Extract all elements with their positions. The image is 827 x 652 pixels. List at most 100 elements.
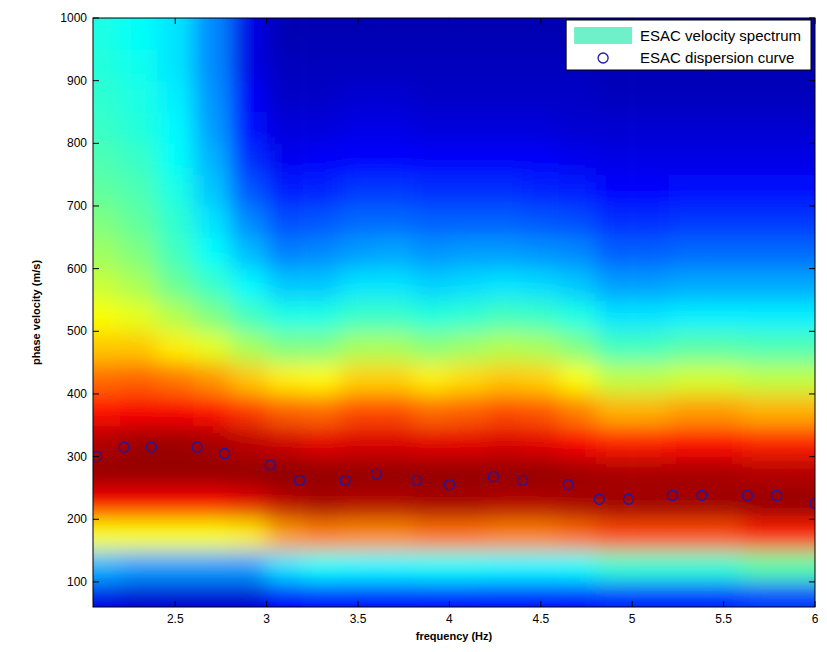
spectrum-cell (523, 237, 560, 269)
x-tick (540, 601, 541, 607)
spectrum-cell (559, 582, 596, 607)
spectrum-cell (632, 175, 669, 207)
spectrum-cell (340, 18, 377, 50)
x-tick-label: 5 (629, 612, 636, 626)
dispersion-point (265, 460, 275, 470)
spectrum-cell (449, 488, 486, 520)
spectrum-cell (778, 331, 815, 363)
spectrum-cell (157, 175, 194, 207)
spectrum-cell (376, 175, 413, 207)
spectrum-cell (303, 300, 340, 332)
spectrum-cell (157, 81, 194, 113)
y-tick (93, 456, 99, 457)
spectrum-cell (413, 175, 450, 207)
spectrum-cell (413, 582, 450, 607)
spectrum-cell (486, 300, 523, 332)
spectrum-cell (340, 488, 377, 520)
spectrum-cell (120, 143, 157, 175)
spectrum-cell (120, 206, 157, 238)
spectrum-cell (157, 112, 194, 144)
spectrum-cell (340, 425, 377, 457)
spectrum-cell (194, 81, 231, 113)
spectrum-cell (303, 112, 340, 144)
dispersion-point (93, 452, 102, 462)
spectrum-cell (157, 488, 194, 520)
spectrum-cell (120, 519, 157, 551)
spectrum-cell (632, 519, 669, 551)
spectrum-cell (742, 143, 779, 175)
spectrum-cell (376, 300, 413, 332)
spectrum-cell (596, 582, 633, 607)
spectrum-cell (669, 582, 706, 607)
spectrum-cell (632, 457, 669, 489)
spectrum-cell (449, 143, 486, 175)
spectrum-cell (449, 81, 486, 113)
y-tick-label: 100 (67, 575, 87, 589)
spectrum-cell (669, 81, 706, 113)
spectrum-cell (742, 457, 779, 489)
spectrum-cell (376, 269, 413, 301)
spectrum-cell (413, 112, 450, 144)
spectrum-cell (120, 49, 157, 81)
spectrum-cell (303, 49, 340, 81)
spectrum-cell (559, 488, 596, 520)
spectrum-cell (523, 488, 560, 520)
spectrum-cell (194, 18, 231, 50)
spectrum-cell (413, 425, 450, 457)
spectrum-cell (669, 425, 706, 457)
y-tick (93, 80, 99, 81)
spectrum-cell (413, 488, 450, 520)
spectrum-cell (340, 551, 377, 583)
spectrum-cell (778, 237, 815, 269)
spectrum-cell (596, 363, 633, 395)
spectrum-cell (596, 175, 633, 207)
spectrum-cell (669, 175, 706, 207)
spectrum-cell (705, 582, 742, 607)
spectrum-cell (449, 457, 486, 489)
spectrum-cell (486, 425, 523, 457)
spectrum-cell (267, 81, 304, 113)
spectrum-cell (449, 519, 486, 551)
dispersion-point (594, 494, 604, 504)
spectrum-cell (303, 582, 340, 607)
spectrum-cell (303, 519, 340, 551)
spectrum-cell (523, 81, 560, 113)
spectrum-cell (486, 519, 523, 551)
dispersion-point (119, 442, 129, 452)
y-tick (93, 143, 99, 144)
spectrum-cell (157, 331, 194, 363)
spectrum-cell (120, 300, 157, 332)
y-tick-label: 600 (67, 262, 87, 276)
spectrum-cell (523, 206, 560, 238)
spectrum-cell (486, 331, 523, 363)
spectrum-cell (742, 551, 779, 583)
spectrum-cell (93, 300, 121, 332)
spectrum-cell (632, 363, 669, 395)
spectrum-cell (778, 488, 815, 520)
spectrum-cell (157, 300, 194, 332)
spectrum-cell (778, 519, 815, 551)
dispersion-point (371, 469, 381, 479)
spectrum-cell (559, 81, 596, 113)
spectrum-cell (742, 300, 779, 332)
spectrum-cell (632, 237, 669, 269)
spectrum-cell (340, 582, 377, 607)
spectrum-cell (705, 300, 742, 332)
axes: 2.533.544.555.56100200300400500600700800… (60, 11, 818, 626)
spectrum-cell (742, 394, 779, 426)
spectrum-cell (267, 331, 304, 363)
spectrum-cell (742, 582, 779, 607)
spectrum-cell (303, 488, 340, 520)
spectrum-cell (157, 551, 194, 583)
spectrum-cell (596, 143, 633, 175)
spectrum-cell (669, 519, 706, 551)
spectrum-cell (449, 363, 486, 395)
spectrum-cell (632, 551, 669, 583)
spectrum-cell (93, 394, 121, 426)
spectrum-cell (486, 363, 523, 395)
spectrum-cell (705, 457, 742, 489)
spectrum-cell (778, 457, 815, 489)
spectrum-cell (120, 551, 157, 583)
spectrum-cell (230, 394, 267, 426)
spectrum-cell (267, 112, 304, 144)
